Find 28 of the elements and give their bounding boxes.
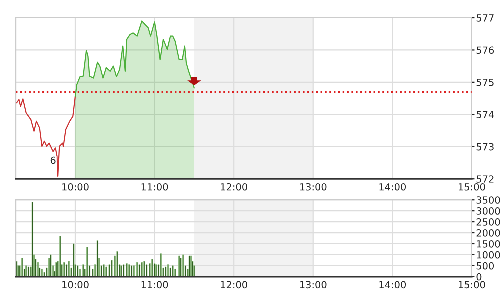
x-tick-label: 11:00 bbox=[142, 183, 168, 191]
y-tick-label: 2500 bbox=[476, 218, 500, 226]
y-tick-label: 1000 bbox=[477, 251, 500, 259]
y-tick-label: 3000 bbox=[476, 208, 500, 215]
y-tick-label: 577 bbox=[476, 14, 494, 22]
y-tick-label: 572 bbox=[476, 176, 494, 183]
x-tick-label: 14:00 bbox=[380, 183, 406, 191]
y-tick-label: 1500 bbox=[477, 240, 500, 248]
annotation: 6 bbox=[50, 156, 56, 164]
x-tick-label: 12:00 bbox=[221, 281, 248, 289]
y-tick-label: 575 bbox=[476, 79, 494, 86]
y-tick-label: 2000 bbox=[476, 229, 500, 237]
x-tick-label: 10:00 bbox=[62, 281, 89, 289]
x-tick-label: 12:00 bbox=[221, 183, 248, 191]
x-tick-label: 15:00 bbox=[459, 281, 486, 289]
x-tick-label: 15:00 bbox=[459, 183, 486, 191]
x-tick-label: 11:00 bbox=[142, 281, 168, 289]
x-tick-label: 13:00 bbox=[300, 281, 327, 289]
x-tick-label: 13:00 bbox=[300, 183, 327, 191]
x-tick-label: 14:00 bbox=[380, 281, 406, 289]
y-tick-label: 0 bbox=[476, 273, 482, 281]
y-tick-label: 573 bbox=[476, 143, 494, 151]
x-tick-label: 10:00 bbox=[62, 183, 89, 191]
y-tick-label: 500 bbox=[476, 262, 494, 270]
line-series bbox=[16, 96, 76, 178]
y-tick-label: 576 bbox=[476, 46, 494, 54]
y-tick-label: 3500 bbox=[476, 196, 500, 204]
y-tick-label: 574 bbox=[476, 111, 494, 118]
